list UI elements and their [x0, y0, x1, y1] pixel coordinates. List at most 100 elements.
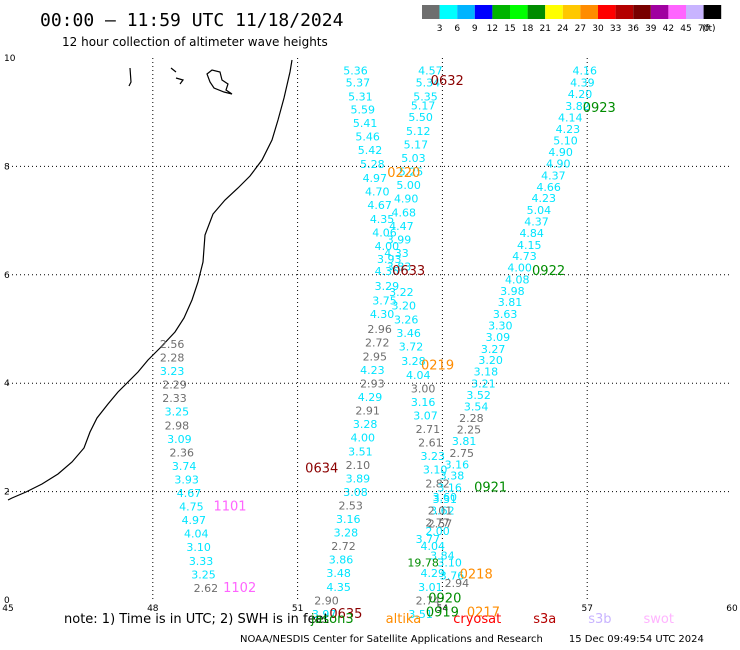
wave-height-value: 4.14 — [558, 111, 583, 124]
wave-height-value: 4.00 — [351, 432, 376, 445]
wave-height-value: 3.16 — [411, 396, 436, 409]
wave-height-value: 4.23 — [532, 192, 557, 205]
wave-height-value: 4.29 — [358, 391, 383, 404]
legend-swatch — [686, 5, 704, 19]
wave-height-value: 3.16 — [445, 458, 470, 471]
footer-credit: NOAA/NESDIS Center for Satellite Applica… — [240, 634, 704, 645]
wave-height-value: 2.94 — [445, 577, 470, 590]
wave-height-value: 4.20 — [568, 88, 593, 101]
wave-height-value: 3.52 — [466, 389, 491, 402]
wave-height-value: 2.61 — [418, 437, 443, 450]
wave-height-value: 5.50 — [408, 111, 433, 124]
wave-height-value: 4.08 — [505, 273, 530, 286]
wave-height-value: 3.84 — [430, 549, 455, 562]
wave-height-value: 3.93 — [377, 253, 402, 266]
legend-tick: 15 — [504, 24, 515, 34]
wave-height-value: 5.46 — [355, 130, 380, 143]
wave-height-value: 5.31 — [348, 90, 373, 103]
wave-height-value: 5.41 — [353, 117, 378, 130]
wave-height-value: 5.35 — [413, 90, 438, 103]
wave-height-value: 3.20 — [392, 299, 417, 312]
legend-tick: 36 — [627, 24, 639, 34]
legend-tick: 45 — [680, 24, 691, 34]
wave-height-value: 2.77 — [425, 516, 450, 529]
wave-height-value: 2.36 — [170, 446, 195, 459]
credit-text: NOAA/NESDIS Center for Satellite Applica… — [240, 634, 543, 645]
wave-height-value: 2.28 — [459, 412, 484, 425]
wave-height-value: 4.04 — [184, 528, 209, 541]
wave-height-value: 3.20 — [478, 354, 503, 367]
wave-height-value: 2.29 — [162, 379, 187, 392]
wave-height-value: 3.48 — [326, 567, 351, 580]
satellite-altika: altika — [385, 612, 422, 627]
wave-height-value: 2.95 — [363, 350, 388, 363]
legend-swatch — [457, 5, 475, 19]
y-tick-label: 10 — [4, 54, 16, 64]
pass-time-label: 1101 — [213, 500, 246, 515]
wave-height-value: 4.84 — [519, 227, 544, 240]
grid-lines — [8, 58, 732, 600]
wave-height-value: 4.75 — [179, 501, 204, 514]
wave-height-value: 2.01 — [428, 504, 453, 517]
wave-height-value: 3.16 — [336, 513, 361, 526]
wave-height-value: 4.97 — [182, 514, 207, 527]
wave-height-value: 2.00 — [425, 525, 450, 538]
pass-time-label: 0219 — [421, 359, 454, 374]
wave-height-value: 4.70 — [365, 186, 390, 199]
wave-height-value: 3.08 — [343, 486, 368, 499]
wave-height-value: 4.06 — [372, 226, 397, 239]
wave-height-value: 5.59 — [351, 103, 376, 116]
wave-height-value: 4.47 — [389, 220, 414, 233]
satellite-cryosat: cryosat — [453, 612, 502, 627]
pass-time-label: 0218 — [460, 567, 493, 582]
pass-time-label: 0217 — [467, 605, 500, 620]
legend-swatch — [545, 5, 563, 19]
legend-tick: 6 — [454, 24, 460, 34]
satellite-swot: swot — [643, 612, 674, 627]
wave-height-value: 4.35 — [370, 213, 395, 226]
x-tick-label: 60 — [726, 604, 738, 614]
wave-height-value: 3.28 — [334, 527, 359, 540]
wave-height-value: 3.93 — [174, 473, 199, 486]
wave-height-value: 3.77 — [416, 533, 441, 546]
wave-height-value: 4.37 — [541, 169, 566, 182]
y-tick-label: 0 — [4, 596, 10, 606]
legend-tick: 24 — [557, 24, 569, 34]
wave-height-value: 2.10 — [346, 459, 371, 472]
wave-height-value: 4.00 — [375, 240, 400, 253]
wave-height-value: 3.54 — [464, 400, 489, 413]
wave-height-value: 5.03 — [401, 152, 426, 165]
wave-height-value: 3.21 — [471, 378, 496, 391]
legend-swatch — [598, 5, 616, 19]
wave-height-value: 4.15 — [517, 239, 542, 252]
wave-height-value: 2.93 — [360, 378, 385, 391]
pass-time-label: 0919 — [426, 605, 459, 620]
wave-height-value: 5.12 — [406, 125, 431, 138]
wave-height-value: 4.90 — [546, 157, 571, 170]
pass-time-label: 0922 — [532, 264, 565, 279]
wave-height-value: 2.71 — [416, 423, 441, 436]
wave-height-value: 2.72 — [331, 540, 356, 553]
wave-height-value: 3.09 — [486, 331, 511, 344]
wave-height-value: 3.83 — [387, 260, 412, 273]
wave-height-value: 3.27 — [481, 343, 506, 356]
wave-height-value: 5.25 — [399, 166, 424, 179]
wave-height-value: 3.60 — [433, 491, 458, 504]
legend-tick: 21 — [539, 24, 550, 34]
wave-height-value: 2.57 — [428, 517, 453, 530]
legend-tick: 9 — [472, 24, 478, 34]
wave-height-value: 3.63 — [493, 308, 518, 321]
wave-height-legend: (ft) 3 6 9 12 15 18 21 24 27 30 33 36 39 42 45 70 — [422, 5, 722, 34]
pass-time-label: 0633 — [392, 264, 425, 279]
wave-height-value: 3.07 — [413, 410, 438, 423]
pass-time-label: 0634 — [305, 462, 338, 477]
wave-height-value: 2.28 — [160, 352, 185, 365]
legend-tick: 70 — [698, 24, 710, 34]
wave-height-value: 3.25 — [191, 568, 216, 581]
wave-height-value: 5.17 — [411, 99, 436, 112]
wave-height-value: 4.23 — [360, 364, 385, 377]
wave-height-value: 3.62 — [430, 504, 455, 517]
wave-height-value: 3.81 — [452, 435, 477, 448]
wave-height-value: 2.53 — [338, 499, 363, 512]
